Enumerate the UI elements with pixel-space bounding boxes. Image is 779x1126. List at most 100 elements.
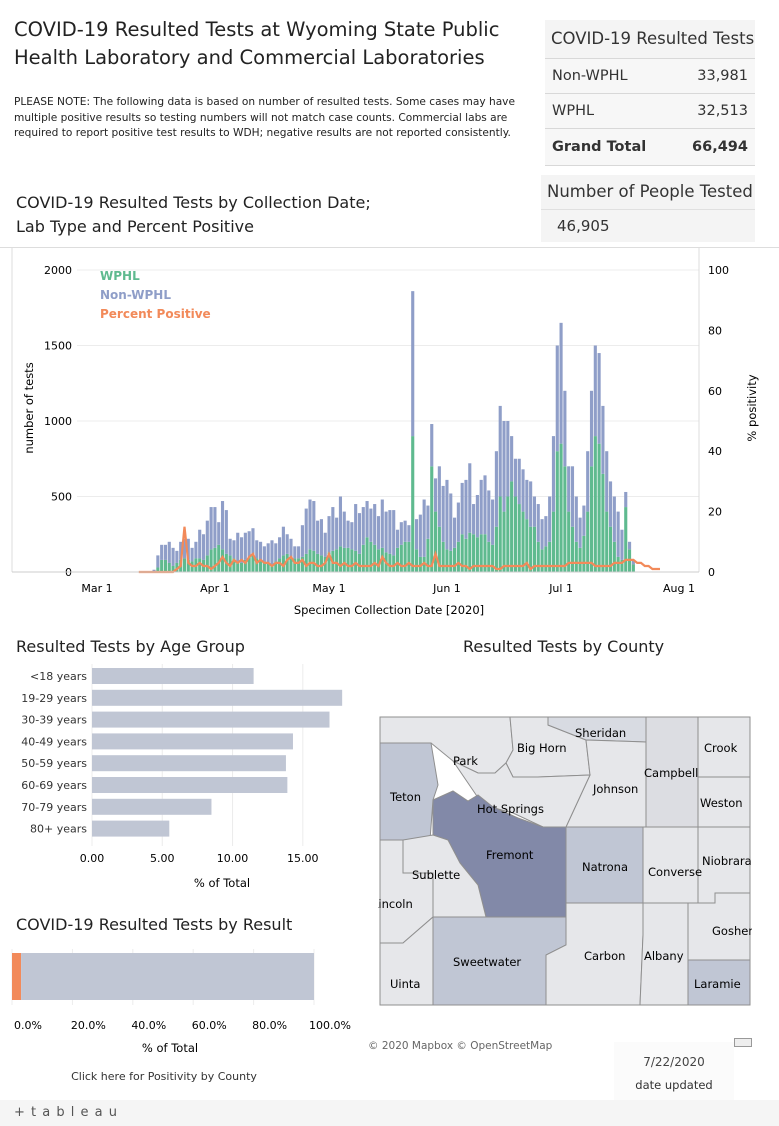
bar-wphl[interactable]	[449, 550, 453, 572]
bar-non-wphl[interactable]	[437, 466, 441, 527]
bar-non-wphl[interactable]	[395, 529, 400, 548]
bar-wphl[interactable]	[403, 541, 407, 572]
bar-wphl[interactable]	[464, 538, 468, 572]
age-bar[interactable]	[92, 777, 288, 793]
bar-wphl[interactable]	[262, 561, 266, 572]
bar-wphl[interactable]	[529, 526, 533, 572]
bar-non-wphl[interactable]	[274, 543, 278, 562]
bar-wphl[interactable]	[608, 526, 613, 572]
bar-non-wphl[interactable]	[243, 532, 247, 560]
bar-wphl[interactable]	[167, 562, 171, 572]
bar-wphl[interactable]	[597, 443, 601, 572]
bar-non-wphl[interactable]	[570, 466, 575, 527]
bar-wphl[interactable]	[171, 565, 175, 572]
bar-non-wphl[interactable]	[266, 543, 270, 563]
age-bar[interactable]	[92, 755, 286, 772]
bar-non-wphl[interactable]	[156, 555, 160, 568]
bar-wphl[interactable]	[209, 549, 213, 572]
bar-wphl[interactable]	[380, 547, 384, 572]
bar-non-wphl[interactable]	[346, 520, 350, 548]
bar-wphl[interactable]	[289, 556, 293, 572]
bar-non-wphl[interactable]	[308, 499, 312, 550]
bar-wphl[interactable]	[266, 562, 270, 572]
bar-wphl[interactable]	[525, 519, 529, 572]
bar-wphl[interactable]	[517, 504, 521, 572]
bar-non-wphl[interactable]	[316, 520, 320, 554]
bar-non-wphl[interactable]	[205, 520, 209, 556]
bar-non-wphl[interactable]	[182, 538, 187, 559]
bar-wphl[interactable]	[236, 561, 240, 572]
bar-non-wphl[interactable]	[578, 517, 582, 548]
bar-non-wphl[interactable]	[194, 541, 198, 559]
bar-non-wphl[interactable]	[171, 547, 175, 566]
bar-wphl[interactable]	[433, 511, 438, 572]
bar-wphl[interactable]	[631, 564, 635, 572]
bar-wphl[interactable]	[205, 555, 209, 572]
bar-non-wphl[interactable]	[323, 532, 327, 557]
bar-wphl[interactable]	[418, 556, 422, 572]
bar-wphl[interactable]	[593, 436, 597, 572]
bar-wphl[interactable]	[513, 496, 517, 573]
bar-non-wphl[interactable]	[453, 517, 457, 548]
bar-wphl[interactable]	[361, 544, 365, 572]
bar-wphl[interactable]	[312, 550, 316, 572]
bar-non-wphl[interactable]	[601, 405, 605, 474]
bar-wphl[interactable]	[163, 559, 168, 572]
bar-wphl[interactable]	[350, 549, 354, 572]
bar-non-wphl[interactable]	[567, 466, 571, 512]
bar-non-wphl[interactable]	[319, 519, 323, 556]
bar-non-wphl[interactable]	[555, 345, 559, 452]
bar-non-wphl[interactable]	[605, 451, 609, 512]
bar-non-wphl[interactable]	[373, 504, 377, 545]
bar-wphl[interactable]	[239, 562, 244, 572]
bar-non-wphl[interactable]	[589, 390, 594, 467]
legend-percent-positive[interactable]: Percent Positive	[100, 307, 211, 321]
bar-non-wphl[interactable]	[285, 534, 289, 554]
bar-wphl[interactable]	[335, 549, 339, 572]
bar-wphl[interactable]	[369, 541, 373, 572]
bar-non-wphl[interactable]	[300, 525, 304, 557]
bar-non-wphl[interactable]	[152, 569, 156, 572]
bar-non-wphl[interactable]	[548, 496, 552, 542]
bar-non-wphl[interactable]	[559, 322, 563, 444]
bar-non-wphl[interactable]	[475, 494, 479, 538]
bar-wphl[interactable]	[491, 544, 495, 572]
bar-non-wphl[interactable]	[213, 507, 217, 548]
bar-wphl[interactable]	[217, 544, 221, 572]
bar-non-wphl[interactable]	[430, 424, 434, 467]
bar-non-wphl[interactable]	[232, 540, 236, 559]
bar-non-wphl[interactable]	[593, 345, 597, 437]
bar-wphl[interactable]	[285, 553, 289, 572]
positivity-by-county-link[interactable]: Click here for Positivity by County	[71, 1070, 257, 1083]
bar-wphl[interactable]	[574, 541, 578, 572]
bar-non-wphl[interactable]	[289, 538, 293, 557]
county-map[interactable]: Sheridan Crook Big Horn Park Campbell Jo…	[378, 715, 752, 1010]
bar-wphl[interactable]	[319, 555, 323, 572]
bar-wphl[interactable]	[160, 559, 164, 572]
bar-non-wphl[interactable]	[631, 559, 635, 565]
bar-non-wphl[interactable]	[335, 517, 339, 550]
bar-non-wphl[interactable]	[304, 508, 308, 554]
bar-non-wphl[interactable]	[255, 540, 259, 559]
bar-wphl[interactable]	[582, 535, 586, 572]
bar-non-wphl[interactable]	[179, 541, 183, 560]
bar-non-wphl[interactable]	[201, 534, 206, 560]
bar-wphl[interactable]	[300, 556, 304, 572]
bar-non-wphl[interactable]	[472, 504, 476, 535]
bar-wphl[interactable]	[498, 496, 502, 573]
bar-non-wphl[interactable]	[262, 546, 266, 562]
bar-non-wphl[interactable]	[479, 479, 483, 535]
bar-wphl[interactable]	[494, 526, 498, 572]
bar-non-wphl[interactable]	[281, 526, 285, 556]
age-bar[interactable]	[92, 798, 212, 815]
bar-wphl[interactable]	[605, 511, 609, 572]
bar-wphl[interactable]	[376, 549, 381, 572]
bar-non-wphl[interactable]	[251, 528, 255, 556]
bar-non-wphl[interactable]	[175, 550, 179, 563]
bar-wphl[interactable]	[342, 547, 346, 572]
bar-non-wphl[interactable]	[224, 510, 228, 554]
bar-non-wphl[interactable]	[445, 479, 449, 550]
result-bar-negative[interactable]	[21, 953, 315, 1000]
bar-wphl[interactable]	[563, 466, 567, 572]
